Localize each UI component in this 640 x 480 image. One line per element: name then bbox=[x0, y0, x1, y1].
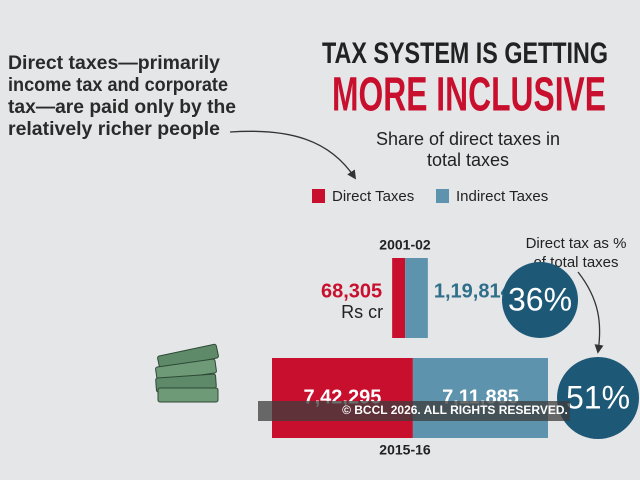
note: Direct taxes—primarily bbox=[8, 53, 220, 74]
bar-segment bbox=[412, 358, 548, 438]
bar-segment bbox=[272, 358, 413, 438]
watermark: © BCCL 2026. ALL RIGHTS RESERVED. bbox=[342, 403, 568, 417]
title-line: MORE INCLUSIVE bbox=[332, 69, 606, 122]
legend-label: Direct Taxes bbox=[332, 188, 414, 205]
money-icon bbox=[155, 343, 219, 403]
legend-label: Indirect Taxes bbox=[456, 188, 548, 205]
legend-swatch bbox=[436, 189, 449, 203]
note: income tax and corporate bbox=[8, 75, 228, 96]
arrow bbox=[577, 271, 604, 354]
value-label: 1,19,814 bbox=[434, 280, 513, 302]
year-label: 2001-02 bbox=[379, 237, 431, 253]
share-title: Direct tax as % bbox=[526, 235, 627, 252]
subtitle: Share of direct taxes in bbox=[376, 129, 560, 149]
watermark-band bbox=[258, 401, 570, 421]
share-circle bbox=[557, 357, 639, 439]
bar-segment bbox=[405, 258, 428, 338]
note: tax—are paid only by the bbox=[8, 97, 236, 118]
share-circle bbox=[502, 262, 578, 338]
year-label: 2015-16 bbox=[379, 442, 431, 458]
note: relatively richer people bbox=[8, 119, 220, 140]
title-line: TAX SYSTEM IS GETTING bbox=[322, 37, 608, 70]
share-label: 36% bbox=[508, 281, 572, 317]
legend-swatch bbox=[312, 189, 325, 203]
bar-segment bbox=[392, 258, 406, 338]
value-label: 68,305 bbox=[321, 280, 382, 302]
arrow bbox=[229, 130, 357, 180]
share-label: 51% bbox=[566, 379, 630, 415]
subtitle: total taxes bbox=[427, 150, 509, 170]
unit-label: Rs cr bbox=[341, 302, 383, 322]
